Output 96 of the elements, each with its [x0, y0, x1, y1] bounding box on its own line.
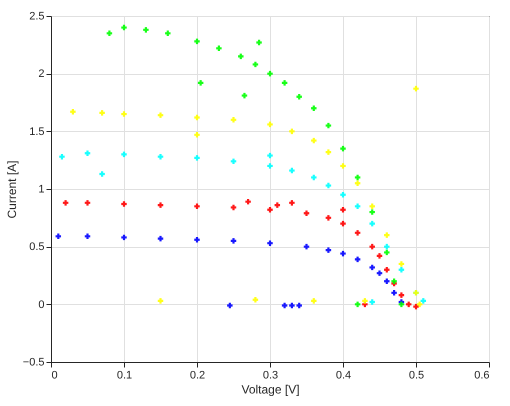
point — [311, 106, 317, 112]
point — [216, 46, 222, 52]
point — [354, 174, 360, 180]
y-tick-label: 2.5 — [29, 10, 44, 22]
point — [398, 261, 404, 267]
point — [326, 247, 332, 253]
point — [56, 234, 62, 240]
point — [326, 122, 332, 128]
point — [369, 264, 375, 270]
point — [326, 182, 332, 188]
point — [384, 266, 390, 272]
point — [369, 209, 375, 215]
point — [158, 112, 164, 118]
point — [354, 180, 360, 186]
point — [267, 240, 273, 246]
x-tick-label: 0 — [52, 370, 58, 382]
x-tick-label: 0.4 — [336, 370, 352, 382]
y-tick-label: −0.5 — [22, 356, 44, 368]
y-tick-label: 2 — [38, 68, 44, 80]
point — [282, 80, 288, 86]
point — [62, 200, 68, 206]
point — [304, 210, 310, 216]
point — [420, 298, 426, 304]
point — [398, 302, 404, 308]
point — [252, 296, 258, 302]
x-axis-title: Voltage [V] — [241, 382, 300, 396]
y-axis-title: Current [A] — [4, 160, 19, 219]
point — [267, 70, 273, 76]
point — [194, 204, 200, 210]
y-tick-label: 1 — [38, 184, 44, 196]
point — [84, 200, 90, 206]
point — [413, 86, 419, 92]
point — [391, 290, 397, 296]
point — [369, 204, 375, 210]
point — [354, 230, 360, 236]
point — [158, 154, 164, 160]
point — [416, 302, 422, 308]
point — [230, 117, 236, 123]
point — [289, 200, 295, 206]
point — [326, 149, 332, 155]
point — [311, 298, 317, 304]
point — [384, 232, 390, 238]
x-tick-label: 0.6 — [474, 370, 490, 382]
y-tick-label: 1.5 — [29, 126, 44, 138]
point — [311, 138, 317, 144]
x-tick-label: 0.3 — [262, 370, 278, 382]
point — [282, 302, 288, 308]
point — [84, 234, 90, 240]
point — [354, 256, 360, 262]
point — [106, 30, 112, 36]
point — [165, 30, 171, 36]
point — [369, 244, 375, 250]
point — [406, 302, 412, 308]
point — [296, 94, 302, 100]
point — [194, 132, 200, 138]
point — [362, 298, 368, 304]
point — [256, 40, 262, 46]
point — [99, 110, 105, 116]
point — [311, 174, 317, 180]
point — [354, 302, 360, 308]
point — [369, 299, 375, 305]
point — [398, 266, 404, 272]
point — [194, 237, 200, 242]
point — [289, 302, 295, 308]
point — [274, 202, 280, 208]
point — [384, 250, 390, 256]
y-tick-label: 0 — [38, 298, 44, 311]
point — [230, 158, 236, 164]
point — [376, 270, 382, 276]
point — [238, 54, 244, 60]
point — [252, 62, 258, 68]
point — [326, 215, 332, 221]
x-tick-label: 0.1 — [116, 370, 132, 382]
x-tick-label: 0.2 — [190, 370, 206, 382]
point — [143, 27, 149, 33]
point — [289, 168, 295, 174]
point — [245, 198, 251, 204]
x-tick-label: 0.5 — [408, 370, 424, 382]
point — [289, 128, 295, 134]
point — [70, 108, 76, 114]
point — [227, 302, 233, 308]
point — [296, 302, 302, 308]
point — [84, 150, 90, 156]
y-tick-label: 0.5 — [29, 241, 44, 254]
point — [198, 80, 204, 86]
point — [384, 278, 390, 284]
point — [59, 154, 65, 160]
point — [242, 92, 248, 98]
point — [398, 292, 404, 298]
point — [304, 244, 310, 250]
point — [267, 207, 273, 212]
point — [354, 204, 360, 210]
point — [340, 192, 346, 198]
point — [369, 220, 375, 226]
point — [384, 244, 390, 250]
point — [340, 207, 346, 212]
